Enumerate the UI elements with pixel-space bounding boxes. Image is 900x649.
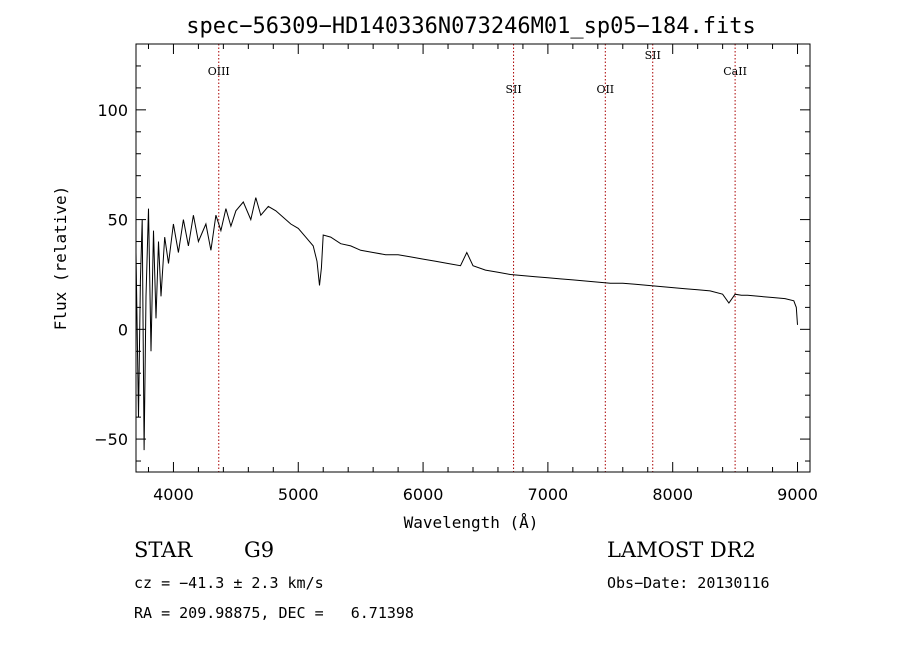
object-class: STAR bbox=[134, 538, 193, 562]
observation-date: Obs−Date: 20130116 bbox=[607, 574, 770, 592]
y-tick-label: −50 bbox=[94, 430, 128, 449]
survey-label: LAMOST DR2 bbox=[607, 538, 756, 562]
y-tick-label: 0 bbox=[118, 320, 128, 339]
x-tick-label: 8000 bbox=[652, 485, 693, 504]
x-tick-label: 7000 bbox=[528, 485, 569, 504]
chart-title: spec−56309−HD140336N073246M01_sp05−184.f… bbox=[186, 14, 756, 39]
x-tick-label: 5000 bbox=[278, 485, 319, 504]
spectral-line-label: CaII bbox=[723, 65, 747, 78]
x-tick-label: 9000 bbox=[777, 485, 818, 504]
plot-frame bbox=[135, 43, 811, 473]
object-subclass: G9 bbox=[244, 538, 275, 562]
spectral-line-label: SII bbox=[505, 83, 521, 96]
axis-ticks: 4000 5000 6000 7000 8000 9000 −50 0 50 100 bbox=[94, 44, 818, 504]
x-axis-label: Wavelength (Å) bbox=[404, 513, 539, 532]
x-tick-label: 4000 bbox=[153, 485, 194, 504]
x-tick-label: 6000 bbox=[403, 485, 444, 504]
y-axis-label: Flux (relative) bbox=[51, 186, 70, 331]
spectrum-series bbox=[135, 197, 798, 451]
redshift-velocity: cz = −41.3 ± 2.3 km/s bbox=[134, 574, 324, 592]
y-tick-label: 50 bbox=[108, 211, 128, 230]
spectral-line-label: OII bbox=[596, 83, 614, 96]
series-layer bbox=[135, 197, 798, 451]
spectral-lines: OIII SII OII SII CaII bbox=[208, 44, 747, 472]
coordinates: RA = 209.98875, DEC = 6.71398 bbox=[134, 604, 414, 622]
spectral-line-label: OIII bbox=[208, 65, 230, 78]
spectral-line-label: SII bbox=[645, 49, 661, 62]
y-tick-label: 100 bbox=[97, 101, 128, 120]
